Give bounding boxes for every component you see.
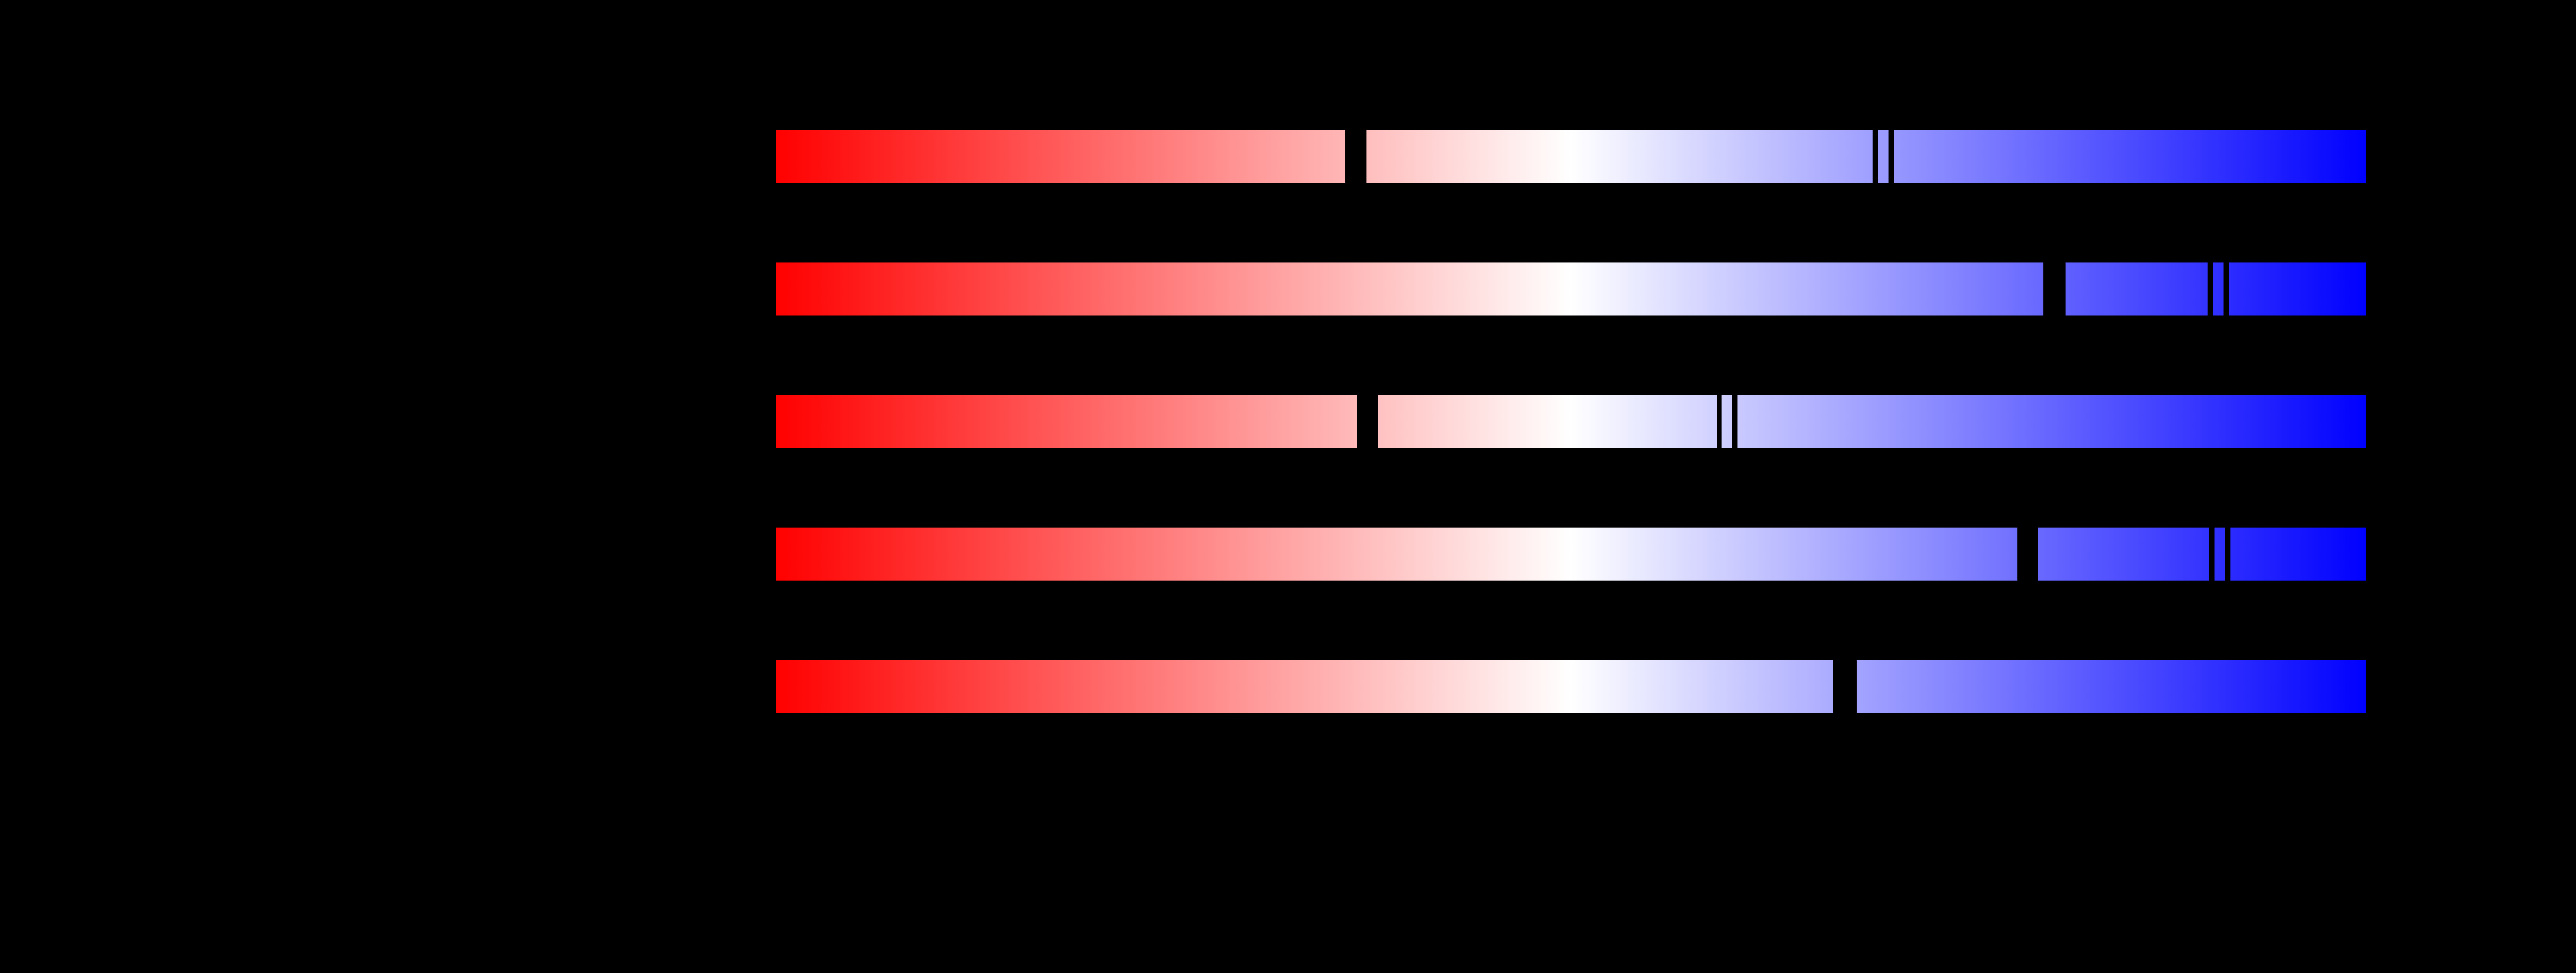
strip-4-tick-marker-2 [2225, 527, 2231, 582]
strip-3-gap-marker [1357, 394, 1378, 449]
strip-2-tick-marker-2 [2223, 261, 2229, 317]
colormap-strip-4 [776, 527, 2366, 582]
strip-4-tick-marker-1 [2209, 527, 2215, 582]
colormap-strip-1 [776, 129, 2366, 184]
strip-4-gap-marker [2017, 527, 2039, 582]
strip-2-tick-marker-1 [2207, 261, 2213, 317]
strip-1-gap-marker [1345, 129, 1367, 184]
strip-3-tick-marker-2 [1732, 394, 1738, 449]
colormap-strip-2 [776, 261, 2366, 317]
colormap-strip-3 [776, 394, 2366, 449]
strip-1-tick-marker-2 [1888, 129, 1894, 184]
strip-5-gap-marker [1833, 659, 1857, 714]
strip-2-gap-marker [2043, 261, 2066, 317]
strip-1-tick-marker-1 [1872, 129, 1878, 184]
colormap-strip-5 [776, 659, 2366, 714]
strip-3-tick-marker-1 [1717, 394, 1722, 449]
